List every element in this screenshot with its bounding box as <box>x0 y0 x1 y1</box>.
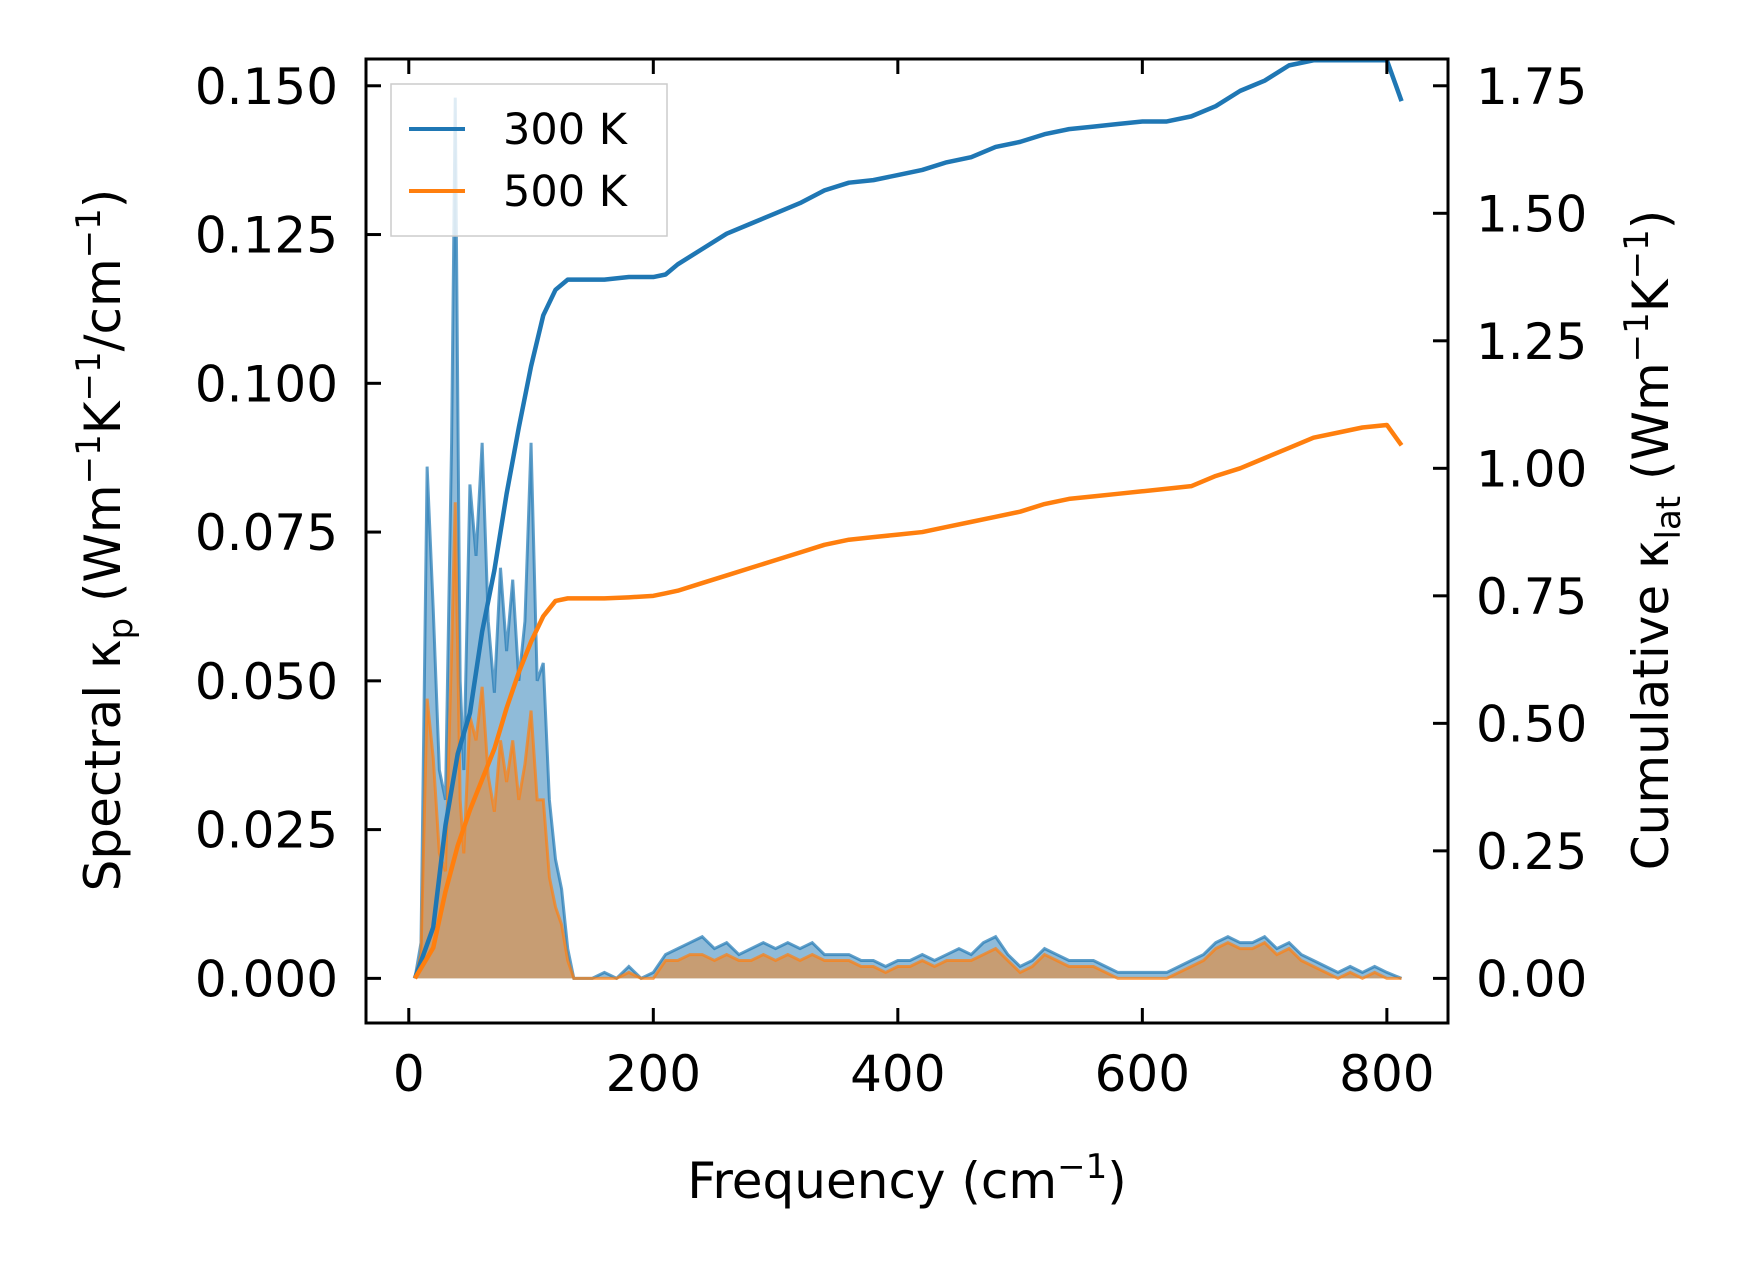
x-axis-title: Frequency (cm−1) <box>687 1147 1127 1210</box>
y-tick-label-right: 1.50 <box>1476 185 1587 243</box>
axes-frame <box>364 57 1450 1025</box>
tick-labels: 0 200 400 600 800 0.000 0.025 0.050 0.075 0.100 0.… <box>195 58 1587 1103</box>
y-tick-label-left: 0.075 <box>195 504 338 562</box>
y-tick-label-right: 1.25 <box>1476 313 1587 371</box>
plot-area <box>412 59 1404 981</box>
legend-box <box>390 83 668 237</box>
spectral-line-300k <box>413 97 1403 981</box>
y-tick-label-right: 0.25 <box>1476 823 1587 881</box>
y-tick-label-left: 0.150 <box>195 58 338 116</box>
y-tick-label-right: 1.75 <box>1476 58 1587 116</box>
cumulative-line-300k <box>412 59 1404 980</box>
y-tick-label-right: 1.00 <box>1476 440 1587 498</box>
x-tick-label: 800 <box>1339 1045 1434 1103</box>
y-tick-label-left: 0.125 <box>195 207 338 265</box>
y-tick-label-right: 0.75 <box>1476 568 1587 626</box>
y-tick-label-left: 0.000 <box>195 950 338 1008</box>
y-tick-label-right: 0.50 <box>1476 695 1587 753</box>
y-tick-label-right: 0.00 <box>1476 950 1587 1008</box>
x-tick-label: 0 <box>393 1045 425 1103</box>
spectral-area-500k <box>414 502 1402 979</box>
x-tick-label: 400 <box>850 1045 945 1103</box>
y-axis-right-title: Cumulative κlat (Wm−1K−1) <box>1617 210 1689 870</box>
spectral-line-500k <box>413 502 1402 981</box>
x-tick-label: 600 <box>1095 1045 1190 1103</box>
y-tick-label-left: 0.050 <box>195 653 338 711</box>
y-tick-label-left: 0.025 <box>195 802 338 860</box>
legend-label-300k: 300 K <box>503 105 629 155</box>
cumulative-line-500k <box>412 422 1404 980</box>
legend: 300 K 500 K <box>390 83 668 237</box>
y-axis-left-title: Spectral κp (Wm−1K−1/cm−1) <box>69 189 141 892</box>
legend-label-500k: 500 K <box>503 167 629 217</box>
y-tick-label-left: 0.100 <box>195 355 338 413</box>
ticks <box>366 59 1448 1023</box>
x-tick-label: 200 <box>606 1045 701 1103</box>
